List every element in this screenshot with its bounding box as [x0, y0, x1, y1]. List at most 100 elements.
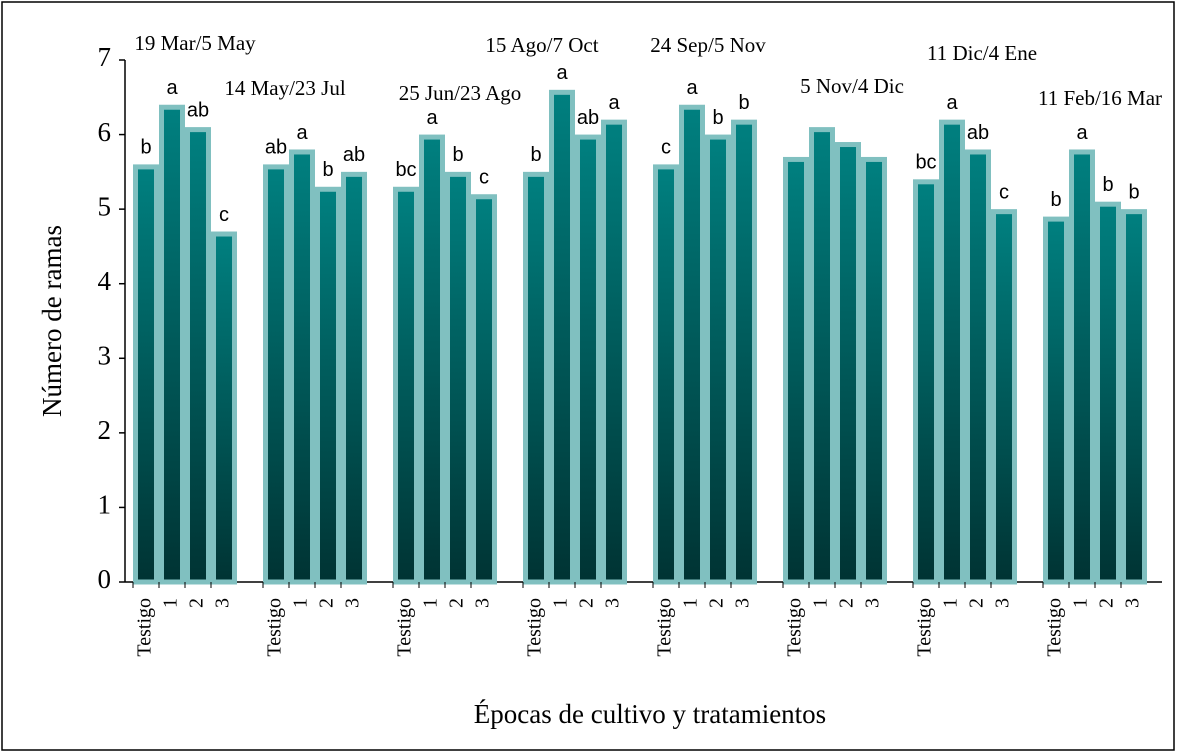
x-tick-label: 1	[160, 598, 182, 608]
x-tick-label: 1	[550, 598, 572, 608]
bar	[809, 127, 835, 585]
bar	[1121, 209, 1147, 585]
x-tick-label: 2	[966, 598, 988, 608]
bar	[575, 134, 601, 585]
bar	[783, 156, 809, 585]
bar	[731, 119, 757, 585]
y-tick-label: 0	[98, 564, 112, 594]
y-tick-label: 6	[98, 117, 112, 147]
bar	[263, 164, 289, 585]
x-tick-label: 1	[940, 598, 962, 608]
bar	[341, 171, 367, 585]
significance-letter: a	[556, 62, 568, 84]
significance-letter: c	[479, 167, 489, 189]
group-label: 24 Sep/5 Nov	[650, 33, 766, 57]
y-tick-label: 2	[98, 415, 112, 445]
x-tick-label: 3	[342, 598, 364, 608]
bar	[705, 134, 731, 585]
x-tick-label: Testigo	[784, 598, 806, 657]
significance-letter: ab	[343, 144, 365, 166]
significance-letter: a	[946, 92, 958, 114]
significance-letter: b	[1102, 174, 1113, 196]
bar	[419, 134, 445, 585]
x-tick-label: 2	[186, 598, 208, 608]
y-tick-label: 5	[98, 191, 112, 221]
x-tick-label: 3	[992, 598, 1014, 608]
x-tick-label: Testigo	[914, 598, 936, 657]
significance-letter: c	[999, 181, 1009, 203]
significance-letter: ab	[577, 107, 599, 129]
group-label: 25 Jun/23 Ago	[399, 81, 522, 105]
x-tick-label: 3	[212, 598, 234, 608]
significance-letter: a	[296, 122, 308, 144]
bar	[939, 119, 965, 585]
x-tick-label: 2	[316, 598, 338, 608]
bar	[679, 104, 705, 585]
x-tick-label: 2	[1096, 598, 1118, 608]
bar	[653, 164, 679, 585]
bar	[1043, 216, 1069, 585]
x-tick-label: Testigo	[524, 598, 546, 657]
x-tick-label: 1	[290, 598, 312, 608]
group-label: 11 Dic/4 Ene	[927, 41, 1037, 65]
significance-letter: ab	[265, 137, 287, 159]
group-label: 19 Mar/5 May	[134, 31, 256, 55]
significance-letter: a	[686, 77, 698, 99]
significance-letter: a	[426, 107, 438, 129]
bar	[1095, 201, 1121, 585]
bar	[601, 119, 627, 585]
x-tick-label: 3	[602, 598, 624, 608]
y-axis-title: Número de ramas	[37, 225, 67, 417]
significance-letter: b	[1128, 181, 1139, 203]
x-tick-label: Testigo	[654, 598, 676, 657]
x-tick-label: 3	[472, 598, 494, 608]
bar	[133, 164, 159, 585]
x-tick-label: 3	[862, 598, 884, 608]
x-tick-label: 2	[706, 598, 728, 608]
significance-letter: a	[608, 92, 620, 114]
significance-letter: bc	[915, 152, 936, 174]
significance-letter: a	[1076, 122, 1088, 144]
y-tick-label: 1	[98, 490, 112, 520]
x-tick-label: 2	[836, 598, 858, 608]
x-tick-label: Testigo	[264, 598, 286, 657]
y-tick-label: 3	[98, 340, 112, 370]
significance-letter: b	[322, 159, 333, 181]
group-label: 14 May/23 Jul	[224, 76, 346, 100]
significance-letter: b	[140, 137, 151, 159]
significance-letter: b	[530, 144, 541, 166]
group-label: 15 Ago/7 Oct	[485, 33, 598, 57]
significance-letter: a	[166, 77, 178, 99]
bar	[913, 179, 939, 585]
bar	[471, 194, 497, 585]
x-tick-label: 1	[810, 598, 832, 608]
x-tick-label: 1	[680, 598, 702, 608]
x-tick-label: 3	[732, 598, 754, 608]
bar	[861, 156, 887, 585]
y-tick-label: 4	[98, 266, 112, 296]
bar	[211, 231, 237, 585]
bar	[1069, 149, 1095, 585]
bar	[185, 127, 211, 585]
bar	[393, 186, 419, 585]
significance-letter: b	[452, 144, 463, 166]
significance-letter: b	[1050, 189, 1061, 211]
significance-letter: c	[219, 204, 229, 226]
group-label: 5 Nov/4 Dic	[800, 74, 904, 98]
x-tick-label: 1	[420, 598, 442, 608]
bar	[159, 104, 185, 585]
bar	[965, 149, 991, 585]
bar	[523, 171, 549, 585]
group-label: 11 Feb/16 Mar	[1038, 86, 1162, 110]
significance-letter: b	[738, 92, 749, 114]
bar	[315, 186, 341, 585]
significance-letter: bc	[395, 159, 416, 181]
y-tick-label: 7	[98, 42, 112, 72]
significance-letter: c	[661, 137, 671, 159]
x-tick-label: 1	[1070, 598, 1092, 608]
x-axis-title: Épocas de cultivo y tratamientos	[474, 699, 826, 729]
x-tick-label: Testigo	[134, 598, 156, 657]
